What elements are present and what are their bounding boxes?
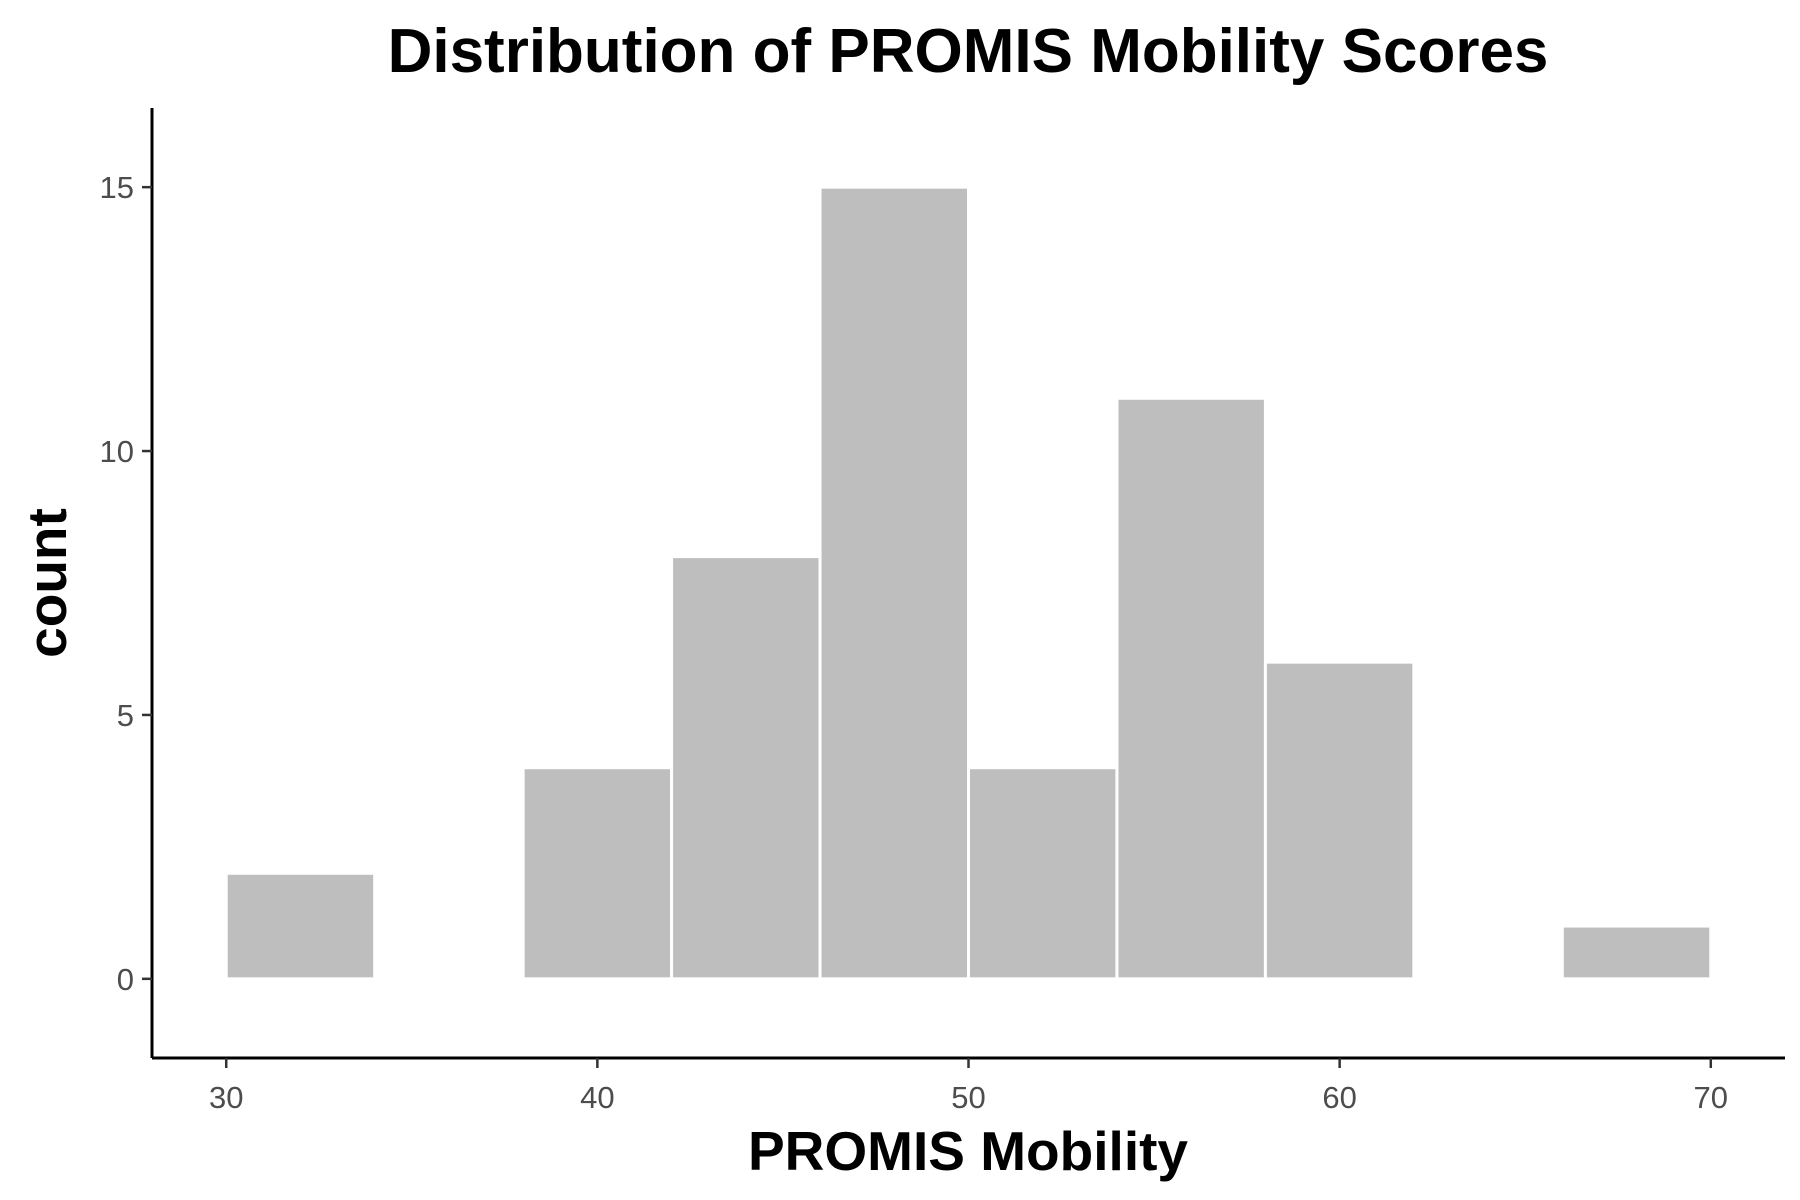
x-ticks-layer: 30 40 50 60 70 — [209, 1058, 1728, 1115]
x-tick-label-60: 60 — [1322, 1080, 1356, 1115]
y-tick-label-10: 10 — [100, 434, 134, 469]
histogram-bar-42-46 — [670, 555, 822, 981]
histogram-bar-30-34 — [224, 871, 377, 981]
histogram-bar-38-42 — [521, 766, 674, 981]
y-tick-label-5: 5 — [117, 698, 134, 733]
histogram-bar-66-70 — [1560, 924, 1713, 981]
bars-layer — [224, 185, 1713, 981]
y-axis-title: count — [16, 508, 78, 658]
x-tick-label-50: 50 — [951, 1080, 985, 1115]
histogram-bar-50-54 — [967, 766, 1119, 981]
histogram-bar-54-58 — [1115, 396, 1267, 981]
x-tick-label-40: 40 — [580, 1080, 614, 1115]
x-tick-label-70: 70 — [1694, 1080, 1728, 1115]
x-axis-title: PROMIS Mobility — [748, 1120, 1188, 1182]
y-ticks-layer: 0 5 10 15 — [100, 170, 152, 997]
y-tick-label-15: 15 — [100, 170, 134, 205]
histogram-bar-46-50 — [818, 185, 971, 981]
y-tick-label-0: 0 — [117, 962, 134, 997]
histogram-bar-58-62 — [1263, 660, 1416, 981]
chart-title: Distribution of PROMIS Mobility Scores — [388, 17, 1549, 86]
x-tick-label-30: 30 — [209, 1080, 243, 1115]
